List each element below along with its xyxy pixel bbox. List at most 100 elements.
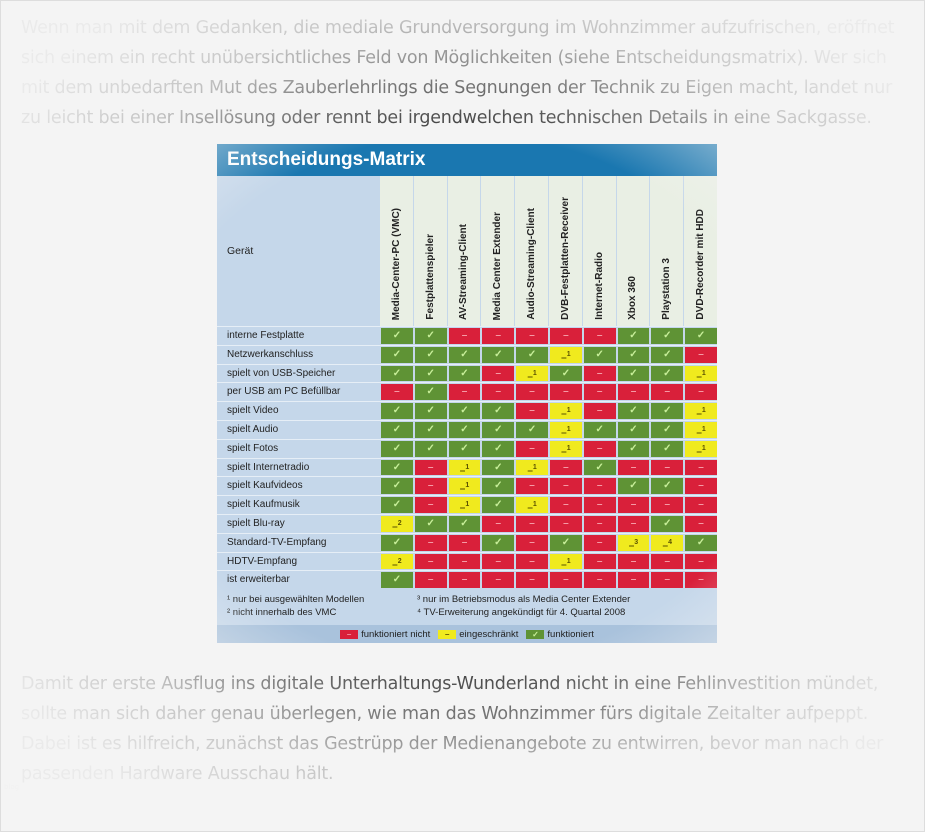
- check-icon: ✓: [651, 478, 684, 495]
- not-working-cell: –: [583, 328, 616, 344]
- check-icon: ✓: [651, 421, 684, 438]
- matrix-row: Netzwerkanschluss ✓ ✓ ✓ ✓ ✓ –1 ✓ ✓ ✓ –: [217, 344, 717, 364]
- not-working-cell: –: [583, 403, 616, 419]
- not-working-cell: –: [549, 572, 582, 589]
- not-working-cell: –: [414, 478, 447, 495]
- limited-cell: –2: [381, 515, 413, 532]
- row-label: HDTV-Empfang: [227, 555, 298, 567]
- not-working-cell: –: [583, 440, 616, 457]
- not-working-cell: –: [516, 384, 548, 401]
- check-icon: ✓: [549, 365, 582, 382]
- not-working-cell: –: [414, 553, 447, 570]
- limited-cell: –1: [549, 421, 582, 438]
- not-working-cell: –: [685, 478, 717, 495]
- check-icon: ✓: [381, 421, 413, 438]
- check-icon: ✓: [482, 497, 515, 513]
- matrix-rows: interne Festplatte ✓ ✓ – – – – – ✓ ✓ ✓ Netzwerkansc…: [217, 326, 717, 589]
- limited-cell: –1: [516, 459, 548, 476]
- check-icon: ✓: [549, 534, 582, 551]
- limited-cell: –1: [549, 553, 582, 570]
- not-working-cell: –: [651, 572, 684, 589]
- matrix-row: spielt Kaufvideos ✓ – –1 ✓ – – – ✓ ✓ –: [217, 476, 717, 495]
- row-label: ist erweiterbar: [227, 574, 290, 586]
- limited-cell: –1: [516, 365, 548, 382]
- check-icon: ✓: [516, 346, 548, 363]
- check-icon: ✓: [651, 346, 684, 363]
- column-header-label: Playstation 3: [661, 258, 673, 320]
- not-working-cell: –: [651, 459, 684, 476]
- not-working-cell: –: [549, 478, 582, 495]
- check-icon: ✓: [617, 328, 650, 344]
- column-header: Xbox 360: [616, 176, 650, 326]
- matrix-row: interne Festplatte ✓ ✓ – – – – – ✓ ✓ ✓: [217, 326, 717, 345]
- check-icon: ✓: [448, 515, 481, 532]
- matrix-row: spielt Blu-ray –2 ✓ ✓ – – – – – ✓ –: [217, 513, 717, 533]
- not-working-cell: –: [651, 497, 684, 513]
- check-icon: ✓: [583, 421, 616, 438]
- not-working-cell: –: [482, 365, 515, 382]
- not-working-cell: –: [651, 384, 684, 401]
- column-header: AV-Streaming-Client: [447, 176, 481, 326]
- check-icon: ✓: [414, 440, 447, 457]
- footnote: ¹ nur bei ausgewählten Modellen: [227, 594, 365, 606]
- not-working-cell: –: [617, 384, 650, 401]
- not-working-cell: –: [583, 515, 616, 532]
- not-working-cell: –: [381, 384, 413, 401]
- not-working-cell: –: [685, 515, 717, 532]
- check-icon: ✓: [448, 403, 481, 419]
- row-label: spielt Audio: [227, 423, 279, 435]
- check-icon: ✓: [381, 403, 413, 419]
- limited-cell: –1: [685, 421, 717, 438]
- row-label: spielt Blu-ray: [227, 517, 285, 529]
- not-working-cell: –: [617, 553, 650, 570]
- check-icon: ✓: [414, 365, 447, 382]
- row-label: interne Festplatte: [227, 330, 305, 341]
- check-icon: ✓: [651, 365, 684, 382]
- not-working-cell: –: [617, 459, 650, 476]
- not-working-cell: –: [448, 553, 481, 570]
- not-working-cell: –: [516, 572, 548, 589]
- check-icon: ✓: [381, 478, 413, 495]
- matrix-row: spielt Video ✓ ✓ ✓ ✓ – –1– ✓ ✓ –1: [217, 401, 717, 420]
- row-label: per USB am PC Befüllbar: [227, 386, 341, 398]
- not-working-cell: –: [516, 328, 548, 344]
- check-icon: ✓: [617, 421, 650, 438]
- check-icon: ✓: [583, 459, 616, 476]
- matrix-row: Standard-TV-Empfang ✓ – – ✓ – ✓ – –3 –4 ✓: [217, 532, 717, 552]
- matrix-row: spielt Kaufmusik ✓ – –1 ✓ –1– – – – –: [217, 495, 717, 514]
- not-working-cell: –: [516, 534, 548, 551]
- footnotes: ¹ nur bei ausgewählten Modellen ² nicht i…: [217, 589, 717, 625]
- not-working-cell: –: [549, 459, 582, 476]
- check-icon: ✓: [414, 346, 447, 363]
- limited-cell: –2: [381, 553, 413, 570]
- column-header: DVB-Festplatten-Receiver: [548, 176, 582, 326]
- limited-cell: –1: [448, 478, 481, 495]
- not-working-cell: –: [516, 440, 548, 457]
- not-working-cell: –: [617, 572, 650, 589]
- not-working-cell: –: [482, 384, 515, 401]
- decision-matrix-image: Entscheidungs-Matrix Gerät Media-Center-…: [217, 144, 717, 644]
- column-header-label: Xbox 360: [627, 276, 639, 320]
- footnote: ⁴ TV-Erweiterung angekündigt für 4. Quar…: [417, 607, 626, 619]
- column-header: DVD-Recorder mit HDD: [684, 176, 717, 326]
- not-working-cell: –: [685, 459, 717, 476]
- check-icon: ✓: [381, 365, 413, 382]
- check-icon: ✓: [381, 497, 413, 513]
- check-icon: ✓: [617, 346, 650, 363]
- not-working-cell: –: [549, 497, 582, 513]
- outro-paragraph: Damit der erste Ausflug ins digitale Unt…: [21, 674, 884, 784]
- matrix-row: per USB am PC Befüllbar – ✓ – – – – – – – –: [217, 382, 717, 401]
- not-working-cell: –: [414, 534, 447, 551]
- not-working-cell: –: [549, 515, 582, 532]
- matrix-row: ist erweiterbar ✓ – – – – – – – – –: [217, 570, 717, 589]
- matrix-header: Gerät Media-Center-PC (VMC) Festplattensp…: [217, 176, 717, 326]
- column-header-label: Festplattenspieler: [424, 234, 436, 320]
- column-header-label: Internet-Radio: [593, 252, 605, 320]
- limited-cell: –4: [651, 534, 684, 551]
- not-working-cell: –: [685, 346, 717, 363]
- column-header-label: DVD-Recorder mit HDD: [695, 209, 707, 320]
- check-icon: ✓: [381, 346, 413, 363]
- not-working-cell: –: [583, 365, 616, 382]
- check-icon: ✓: [414, 384, 447, 401]
- matrix-title: Entscheidungs-Matrix: [217, 144, 717, 176]
